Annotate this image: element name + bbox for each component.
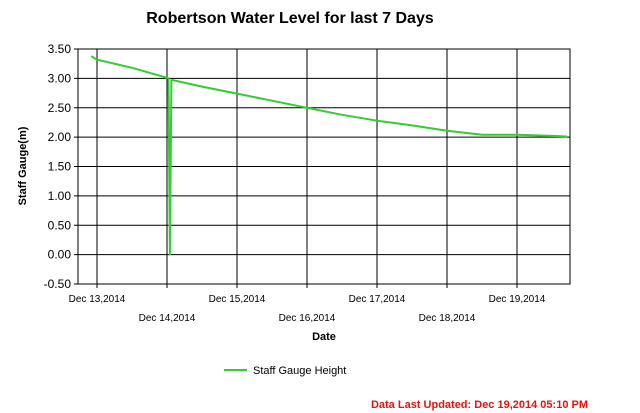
- y-axis-title: Staff Gauge(m): [17, 126, 29, 205]
- y-axis-ticks: 3.50 3.00 2.50 2.00 1.50 1.00 0.50 0.00 -0.50: [44, 42, 78, 291]
- plot-frame: [77, 48, 571, 285]
- y-tick-label: 1.00: [48, 189, 72, 203]
- legend-label-staff-gauge-height: Staff Gauge Height: [253, 365, 346, 377]
- x-tick-label: Dec 17,2014: [349, 294, 406, 305]
- y-tick-label: 0.00: [48, 248, 72, 262]
- x-tick-label: Dec 19,2014: [489, 294, 546, 305]
- x-tick-label: Dec 13,2014: [69, 294, 126, 305]
- chart-series: [90, 55, 568, 256]
- last-updated-text: Data Last Updated: Dec 19,2014 05:10 PM: [371, 399, 588, 411]
- x-tick-label: Dec 14,2014: [139, 313, 196, 324]
- legend: Staff Gauge Height: [224, 365, 346, 377]
- x-tick-label: Dec 15,2014: [209, 294, 266, 305]
- x-axis-title: Date: [312, 331, 336, 343]
- y-tick-label: 2.00: [48, 130, 72, 144]
- y-tick-label: 1.50: [48, 160, 72, 174]
- x-tick-label: Dec 18,2014: [419, 313, 476, 324]
- x-tick-label: Dec 16,2014: [279, 313, 336, 324]
- series-line-staff-gauge-height: [90, 55, 568, 256]
- y-tick-label: 3.50: [48, 42, 72, 56]
- y-tick-label: -0.50: [44, 277, 72, 291]
- y-tick-label: 2.50: [48, 101, 72, 115]
- chart-title: Robertson Water Level for last 7 Days: [146, 10, 434, 27]
- y-tick-label: 0.50: [48, 218, 72, 232]
- chart-grid: [78, 48, 570, 285]
- y-tick-label: 3.00: [48, 71, 72, 85]
- x-axis-ticks: Dec 13,2014 Dec 14,2014 Dec 15,2014 Dec 16,…: [69, 284, 546, 324]
